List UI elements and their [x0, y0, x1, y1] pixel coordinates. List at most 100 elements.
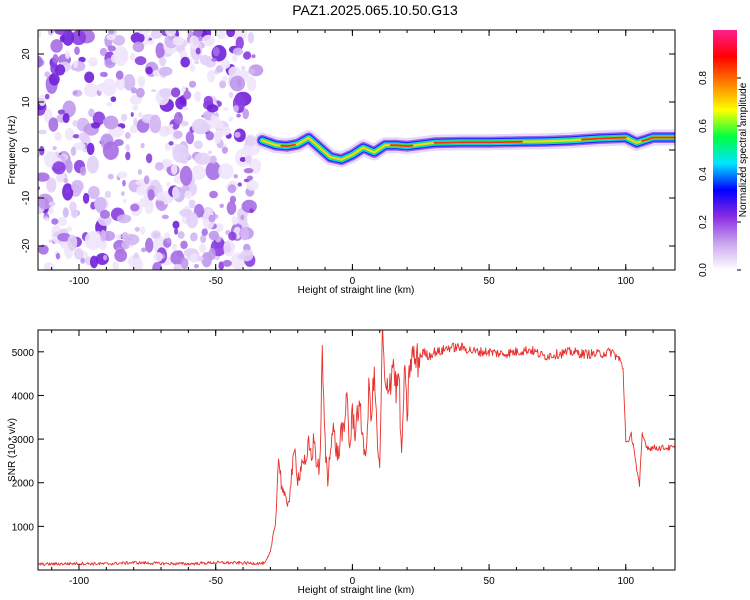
noise-blob	[107, 173, 114, 180]
noise-blob	[231, 216, 239, 225]
colorbar: 0.0 0.2 0.4 0.6 0.8 Normalized spectral ampl…	[698, 30, 749, 277]
noise-blob	[48, 206, 54, 215]
noise-blob	[166, 237, 172, 244]
noise-blob	[72, 90, 78, 96]
noise-blob	[38, 172, 50, 182]
noise-blob	[246, 76, 257, 92]
noise-blob	[138, 79, 145, 88]
noise-blob	[44, 93, 50, 100]
noise-blob	[198, 243, 207, 253]
colorbar-label: Normalized spectral amplitude	[738, 82, 749, 217]
noise-blob	[72, 134, 80, 139]
noise-blob	[122, 199, 127, 203]
noise-blob	[43, 262, 54, 270]
noise-blob	[188, 199, 196, 209]
noise-blob	[237, 182, 242, 187]
noise-blob	[216, 65, 224, 73]
noise-blob	[72, 120, 78, 127]
noise-blob	[229, 91, 234, 99]
noise-blob	[99, 71, 108, 77]
noise-blob	[208, 247, 216, 260]
noise-blob	[205, 131, 215, 141]
noise-blob	[52, 54, 59, 65]
noise-blob	[62, 207, 69, 218]
noise-blob	[137, 169, 143, 175]
noise-blob	[103, 254, 108, 261]
noise-blob	[88, 185, 100, 200]
noise-blob	[241, 66, 246, 70]
noise-blob	[129, 124, 139, 134]
noise-blob	[184, 151, 190, 158]
noise-blob	[143, 175, 150, 185]
noise-blob	[240, 226, 250, 241]
noise-blob	[80, 257, 85, 264]
noise-blob	[243, 168, 254, 174]
noise-blob	[194, 90, 202, 102]
noise-blob	[96, 82, 113, 93]
noise-blob	[188, 80, 197, 88]
noise-blob	[125, 144, 131, 152]
noise-blob	[229, 75, 246, 92]
snr-frame	[37, 329, 676, 571]
noise-blob	[169, 124, 174, 128]
snr-ylabel: SNR (10 * v/v)	[7, 418, 18, 482]
noise-blob	[63, 178, 69, 184]
snr-panel: -100 -50 0 50 100 1000 2000 3000 4000 5000 Heigh…	[7, 329, 676, 596]
noise-blob	[228, 66, 241, 78]
snr-y-tick-label: 1000	[12, 522, 35, 533]
noise-blob	[102, 141, 119, 161]
noise-blob	[177, 231, 185, 239]
noise-blob	[246, 180, 259, 191]
noise-blob	[208, 230, 220, 241]
noise-blob	[223, 244, 232, 253]
noise-blob	[103, 115, 119, 130]
snr-y-axis: 1000 2000 3000 4000 5000	[12, 348, 675, 533]
noise-blob	[180, 56, 191, 68]
noise-blob	[172, 36, 184, 46]
noise-blob	[130, 112, 134, 117]
noise-blob	[154, 161, 164, 171]
noise-blob	[151, 89, 157, 93]
noise-blob	[229, 195, 237, 204]
noise-blob	[54, 64, 66, 76]
noise-blob	[170, 164, 178, 175]
noise-blob	[158, 66, 173, 76]
noise-blob	[47, 30, 54, 36]
noise-blob	[112, 261, 119, 270]
noise-blob	[48, 239, 54, 243]
spectrogram-xlabel: Height of straight line (km)	[298, 285, 415, 296]
noise-blob	[130, 52, 136, 61]
noise-blob	[152, 261, 163, 270]
noise-blob	[171, 243, 177, 252]
snr-y-tick-label: 4000	[12, 391, 35, 402]
noise-blob	[50, 39, 63, 53]
noise-blob	[193, 60, 200, 65]
noise-blob	[208, 214, 216, 223]
snr-x-tick-label: -100	[69, 576, 89, 587]
colorbar-gradient	[713, 30, 737, 270]
noise-blob	[89, 255, 99, 269]
noise-blob	[82, 192, 90, 204]
noise-blob	[219, 203, 224, 208]
noise-blob	[133, 117, 138, 127]
noise-blob	[120, 113, 128, 122]
noise-blob	[38, 94, 47, 107]
noise-blob	[88, 108, 95, 117]
ridge-peak-core	[389, 144, 414, 148]
noise-blob	[46, 177, 57, 193]
noise-blob	[147, 189, 155, 201]
noise-blob	[83, 83, 99, 97]
noise-blob	[115, 234, 122, 241]
noise-blob	[134, 226, 140, 232]
noise-blob	[189, 35, 200, 50]
noise-blob	[180, 257, 189, 270]
noise-blob	[106, 34, 116, 41]
spectrogram-ylabel: Frequency (Hz)	[7, 116, 18, 185]
noise-blob	[84, 231, 102, 251]
noise-blob	[136, 185, 145, 196]
noise-blob	[173, 175, 182, 184]
noise-blob	[52, 161, 66, 175]
noise-blob	[193, 140, 203, 150]
ridge-peak-core	[280, 143, 296, 148]
noise-blob	[74, 46, 80, 55]
